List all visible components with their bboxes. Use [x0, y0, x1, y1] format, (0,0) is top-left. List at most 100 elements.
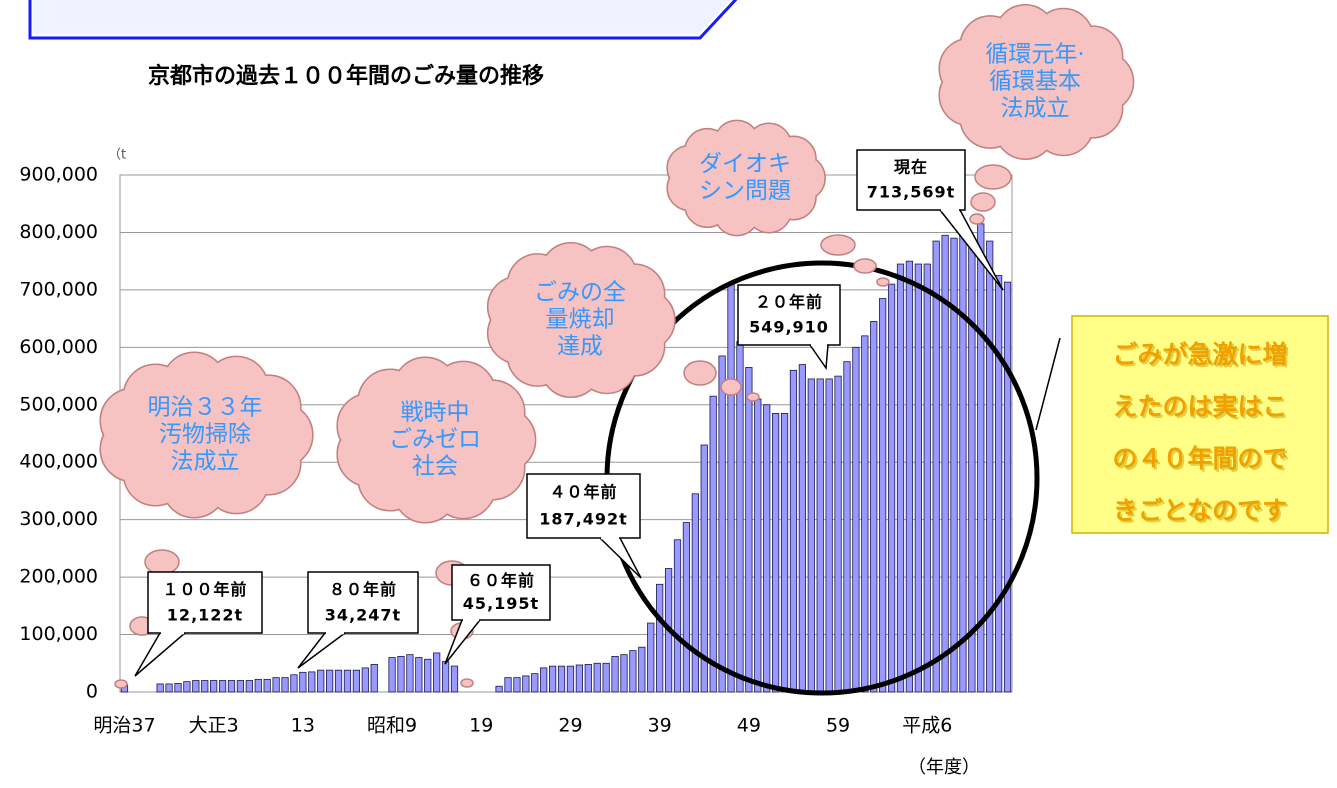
cloud-text: 汚物掃除: [159, 422, 251, 448]
x-tick-label: 平成6: [902, 715, 952, 737]
cloud: ごみの全量焼却達成: [488, 243, 674, 396]
bar: [157, 684, 163, 692]
bar: [193, 681, 199, 692]
x-tick-label: 13: [291, 715, 315, 737]
bubble: [975, 165, 1011, 189]
bar: [505, 678, 511, 692]
cloud-text: 社会: [412, 454, 458, 480]
bar: [540, 668, 546, 692]
x-tick-label: 49: [737, 715, 761, 737]
cloud-text: ごみの全: [534, 280, 626, 306]
bubble: [821, 235, 855, 255]
connector-line: [1036, 338, 1060, 430]
bar: [871, 321, 877, 692]
x-tick-label: 39: [648, 715, 672, 737]
bar: [166, 684, 172, 692]
y-tick-label: 200,000: [19, 566, 98, 588]
bar: [710, 396, 716, 692]
callout-text: 45,195t: [463, 594, 539, 613]
y-tick-label: 900,000: [19, 164, 98, 186]
bar: [674, 540, 680, 692]
cloud-text: 法成立: [171, 449, 240, 475]
cloud-text: 法成立: [1001, 96, 1070, 122]
y-tick-label: 100,000: [19, 623, 98, 645]
bar: [808, 379, 814, 692]
bar: [326, 670, 332, 692]
bar: [558, 666, 564, 692]
bar: [612, 656, 618, 692]
bar: [853, 347, 859, 692]
note-text: きごとなのです: [1113, 496, 1287, 525]
page: 京都市の過去１００年間のごみ量の推移 （t （年度） 0100,000200,0…: [0, 0, 1337, 788]
cloud-text: 達成: [557, 334, 603, 360]
bar: [273, 678, 279, 692]
bar: [906, 261, 912, 692]
callout-text: １００年前: [162, 580, 247, 599]
bar: [576, 665, 582, 692]
bar: [237, 681, 243, 692]
bar: [603, 663, 609, 692]
y-tick-label: 500,000: [19, 393, 98, 415]
bar: [995, 276, 1001, 692]
bar: [755, 399, 761, 692]
bar: [175, 683, 181, 692]
bar: [496, 686, 502, 692]
bubble: [461, 679, 473, 687]
bar: [862, 336, 868, 692]
y-tick-label: 300,000: [19, 508, 98, 530]
bar: [371, 664, 377, 692]
bar: [933, 241, 939, 692]
bar: [184, 682, 190, 692]
cloud-text: ごみゼロ: [389, 427, 481, 453]
y-tick-label: 400,000: [19, 451, 98, 473]
bar: [969, 238, 975, 692]
bar: [523, 676, 529, 692]
bar: [407, 655, 413, 692]
bar: [656, 584, 662, 692]
note-text: ごみが急激に増: [1112, 340, 1287, 369]
bar: [398, 656, 404, 692]
bar: [639, 647, 645, 692]
bar: [219, 681, 225, 692]
callout-text: ６０年前: [467, 571, 535, 590]
bar: [799, 365, 805, 692]
x-tick-label: 大正3: [189, 715, 239, 737]
y-tick-label: 700,000: [19, 278, 98, 300]
bubble: [877, 278, 889, 286]
x-tick-label: 59: [826, 715, 850, 737]
cloud-text: 明治３３年: [148, 395, 263, 421]
bubble: [747, 393, 759, 401]
bar: [692, 494, 698, 692]
bar: [826, 379, 832, 692]
bar: [228, 681, 234, 692]
bar: [514, 678, 520, 692]
bar: [790, 370, 796, 692]
cloud-text: 量焼却: [546, 307, 615, 333]
bar: [264, 679, 270, 692]
bar: [300, 672, 306, 692]
bar: [567, 666, 573, 692]
bar: [924, 264, 930, 692]
bar: [728, 284, 734, 692]
bar: [246, 681, 252, 692]
bar: [451, 666, 457, 692]
bubble: [854, 259, 876, 273]
bar: [210, 681, 216, 692]
callout-text: ４０年前: [549, 483, 617, 502]
callout-text: 187,492t: [539, 510, 628, 529]
bar: [737, 342, 743, 692]
bar: [344, 670, 350, 692]
bar: [549, 666, 555, 692]
bar: [389, 658, 395, 692]
bar: [719, 356, 725, 692]
bar: [585, 664, 591, 692]
bar: [433, 653, 439, 692]
bar: [683, 523, 689, 692]
bubble: [145, 550, 179, 574]
y-tick-label: 0: [86, 681, 98, 703]
bar: [888, 284, 894, 692]
x-axis-label: （年度）: [908, 757, 980, 778]
bubble: [721, 379, 741, 395]
